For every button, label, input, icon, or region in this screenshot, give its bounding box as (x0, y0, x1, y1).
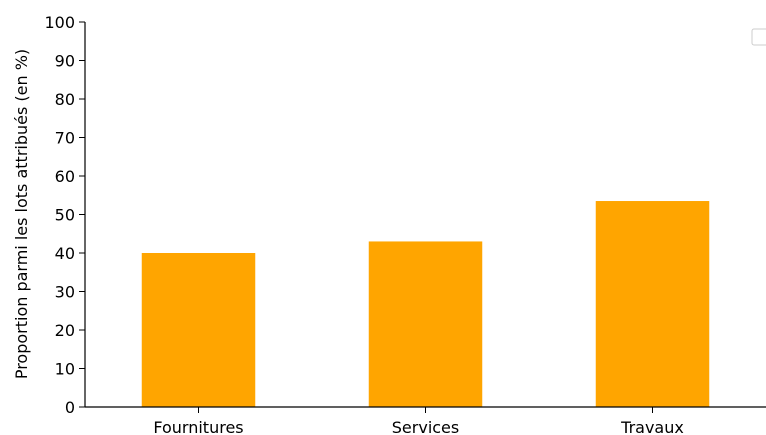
y-axis: 0 10 20 30 40 50 60 70 80 90 100 (44, 13, 86, 417)
legend-box (751, 28, 766, 46)
y-tick-label: 70 (55, 129, 75, 148)
y-tick-label: 40 (55, 244, 75, 263)
y-tick-label: 90 (55, 52, 75, 71)
y-tick-label: 20 (55, 321, 75, 340)
x-axis: Fournitures Services Travaux (85, 406, 766, 435)
x-tick-label: Fournitures (153, 418, 243, 435)
y-tick-label: 60 (55, 167, 75, 186)
y-tick-label: 50 (55, 206, 75, 225)
bar-fournitures (141, 253, 256, 407)
x-tick-label: Travaux (620, 418, 684, 435)
bars-group (141, 201, 710, 407)
y-tick-label: 10 (55, 360, 75, 379)
bar-travaux (595, 201, 710, 407)
y-tick-label: 80 (55, 90, 75, 109)
x-tick-label: Services (392, 418, 459, 435)
y-tick-label: 0 (65, 398, 75, 417)
y-axis-label: Proportion parmi les lots attribués (en … (12, 49, 31, 379)
y-tick-label: 30 (55, 283, 75, 302)
y-tick-label: 100 (44, 13, 75, 32)
bar-services (368, 241, 483, 407)
